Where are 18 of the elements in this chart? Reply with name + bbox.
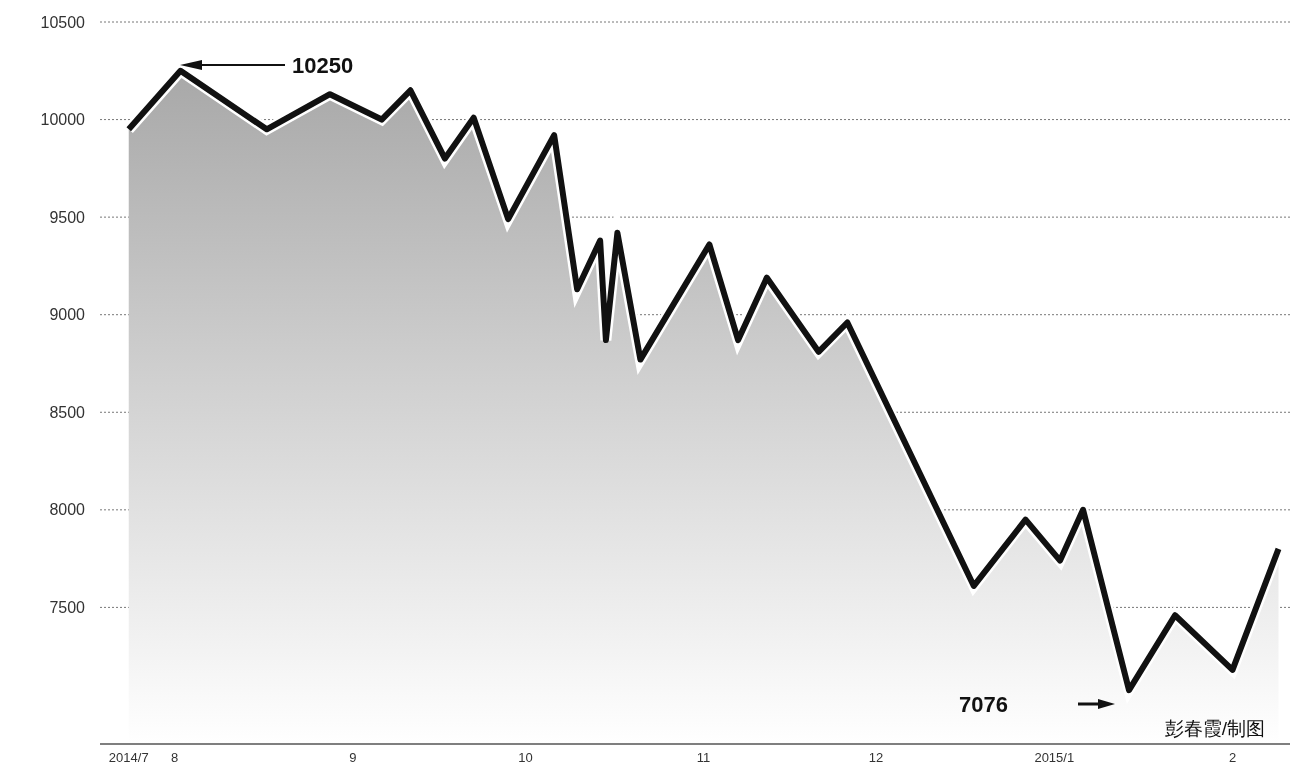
annotation: 7076 [959, 692, 1008, 717]
x-tick-label: 2014/7 [108, 750, 149, 765]
y-tick-label: 8000 [49, 501, 86, 519]
x-tick-label: 2 [1228, 750, 1237, 765]
x-tick-label: 11 [696, 750, 711, 765]
x-tick-label: 9 [349, 750, 357, 765]
y-tick-label: 7500 [49, 599, 86, 617]
y-tick-label: 9000 [49, 306, 86, 324]
annotation: 彭春霞/制图 [1164, 718, 1266, 739]
y-tick-label: 9500 [49, 208, 86, 226]
annotation: 10250 [292, 53, 354, 78]
x-tick-label: 2015/1 [1034, 750, 1075, 765]
y-tick-label: 10000 [40, 111, 86, 129]
x-tick-label: 10 [518, 750, 533, 765]
y-tick-label: 10500 [40, 13, 86, 31]
y-tick-label: 8500 [49, 403, 86, 421]
x-tick-label: 12 [868, 750, 884, 765]
x-tick-label: 8 [171, 750, 179, 765]
